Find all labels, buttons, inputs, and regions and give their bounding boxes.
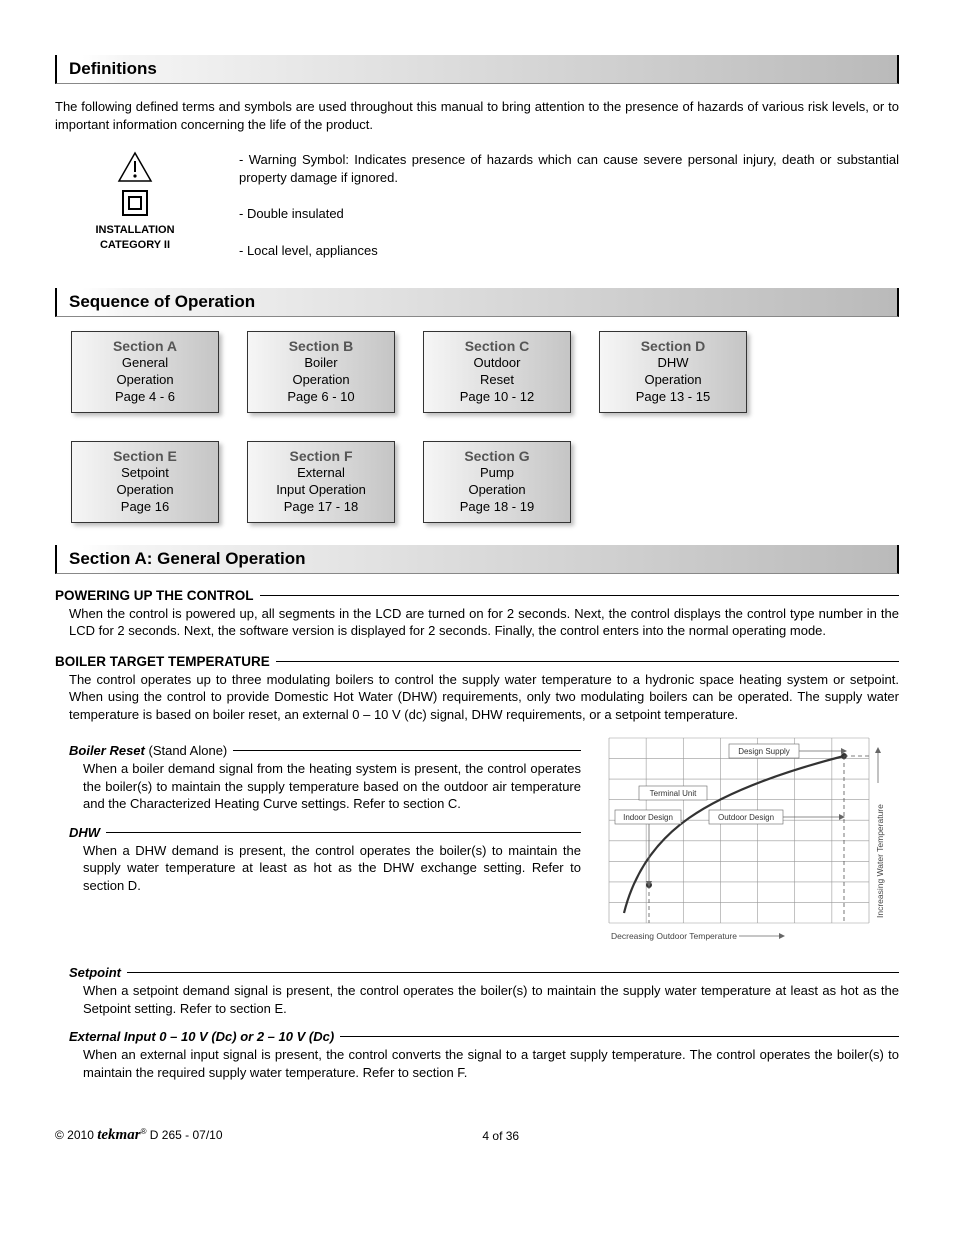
svg-text:Outdoor Design: Outdoor Design xyxy=(718,813,774,822)
section-box-page: Page 6 - 10 xyxy=(252,389,390,406)
section-boxes: Section A General Operation Page 4 - 6 S… xyxy=(71,331,899,523)
section-header-definitions: Definitions xyxy=(55,55,899,84)
svg-text:Terminal Unit: Terminal Unit xyxy=(650,789,697,798)
dhw-heading: DHW xyxy=(69,825,581,840)
reset-text: When a boiler demand signal from the hea… xyxy=(83,760,581,813)
definitions-text: - Warning Symbol: Indicates presence of … xyxy=(239,151,899,278)
target-text: The control operates up to three modulat… xyxy=(69,671,899,724)
rule-line xyxy=(127,972,899,973)
section-box-line1: External xyxy=(252,465,390,482)
section-box-a: Section A General Operation Page 4 - 6 xyxy=(71,331,219,413)
section-box-line1: DHW xyxy=(604,355,742,372)
svg-text:Decreasing Outdoor Temperature: Decreasing Outdoor Temperature xyxy=(611,931,737,941)
section-box-line2: Operation xyxy=(76,372,214,389)
rule-line xyxy=(233,750,581,751)
def-local: - Local level, appliances xyxy=(239,242,899,260)
dhw-text: When a DHW demand is present, the contro… xyxy=(83,842,581,895)
section-box-line2: Operation xyxy=(604,372,742,389)
def-warning: - Warning Symbol: Indicates presence of … xyxy=(239,151,899,187)
section-box-line1: Boiler xyxy=(252,355,390,372)
page-number: 4 of 36 xyxy=(482,1129,519,1143)
svg-text:Design Supply: Design Supply xyxy=(738,747,790,756)
section-box-d: Section D DHW Operation Page 13 - 15 xyxy=(599,331,747,413)
svg-text:Increasing Water Temperature: Increasing Water Temperature xyxy=(875,804,885,918)
ext-heading-text: External Input 0 – 10 V (Dc) or 2 – 10 V… xyxy=(69,1029,334,1044)
heating-curve-chart: Design Supply Terminal Unit Indoor Design O… xyxy=(599,733,899,955)
intro-text: The following defined terms and symbols … xyxy=(55,98,899,133)
section-box-g: Section G Pump Operation Page 18 - 19 xyxy=(423,441,571,523)
section-box-b: Section B Boiler Operation Page 6 - 10 xyxy=(247,331,395,413)
section-header-sequence: Sequence of Operation xyxy=(55,288,899,317)
section-box-line1: General xyxy=(76,355,214,372)
installation-label-1: INSTALLATION xyxy=(55,223,215,238)
setpoint-heading-text: Setpoint xyxy=(69,965,121,980)
section-box-line2: Operation xyxy=(252,372,390,389)
copyright: © 2010 xyxy=(55,1128,94,1142)
section-box-line1: Setpoint xyxy=(76,465,214,482)
doc-id: D 265 - 07/10 xyxy=(146,1128,222,1142)
setpoint-text: When a setpoint demand signal is present… xyxy=(83,982,899,1017)
setpoint-heading: Setpoint xyxy=(69,965,899,980)
section-box-line1: Pump xyxy=(428,465,566,482)
section-box-page: Page 13 - 15 xyxy=(604,389,742,406)
ext-heading: External Input 0 – 10 V (Dc) or 2 – 10 V… xyxy=(69,1029,899,1044)
rule-line xyxy=(276,661,899,662)
icons-column: INSTALLATION CATEGORY II xyxy=(55,151,215,254)
section-box-line2: Reset xyxy=(428,372,566,389)
warning-icon xyxy=(117,151,153,183)
section-box-title: Section D xyxy=(604,337,742,355)
brand-logo: tekmar xyxy=(97,1127,140,1143)
section-box-e: Section E Setpoint Operation Page 16 xyxy=(71,441,219,523)
powering-heading-text: POWERING UP THE CONTROL xyxy=(55,588,254,603)
section-box-title: Section G xyxy=(428,447,566,465)
section-box-title: Section E xyxy=(76,447,214,465)
section-box-page: Page 4 - 6 xyxy=(76,389,214,406)
def-double: - Double insulated xyxy=(239,205,899,223)
installation-label-2: CATEGORY II xyxy=(55,238,215,253)
section-box-line2: Operation xyxy=(76,482,214,499)
section-box-line1: Outdoor xyxy=(428,355,566,372)
section-box-page: Page 17 - 18 xyxy=(252,499,390,516)
svg-text:Indoor Design: Indoor Design xyxy=(623,813,673,822)
section-box-title: Section C xyxy=(428,337,566,355)
section-header-a: Section A: General Operation xyxy=(55,545,899,574)
double-insulated-icon xyxy=(121,189,149,217)
rule-line xyxy=(260,595,899,596)
section-box-title: Section F xyxy=(252,447,390,465)
rule-line xyxy=(106,832,581,833)
section-box-title: Section B xyxy=(252,337,390,355)
target-heading-text: BOILER TARGET TEMPERATURE xyxy=(55,654,270,669)
section-box-c: Section C Outdoor Reset Page 10 - 12 xyxy=(423,331,571,413)
section-box-page: Page 10 - 12 xyxy=(428,389,566,406)
footer-left: © 2010 tekmar® D 265 - 07/10 xyxy=(55,1127,223,1144)
section-box-title: Section A xyxy=(76,337,214,355)
reset-heading-text: Boiler Reset xyxy=(69,743,145,758)
section-box-page: Page 18 - 19 xyxy=(428,499,566,516)
reset-heading-suffix: (Stand Alone) xyxy=(145,743,227,758)
dhw-heading-text: DHW xyxy=(69,825,100,840)
section-box-line2: Input Operation xyxy=(252,482,390,499)
powering-text: When the control is powered up, all segm… xyxy=(69,605,899,640)
target-heading: BOILER TARGET TEMPERATURE xyxy=(55,654,899,669)
section-box-f: Section F External Input Operation Page … xyxy=(247,441,395,523)
section-box-page: Page 16 xyxy=(76,499,214,516)
ext-text: When an external input signal is present… xyxy=(83,1046,899,1081)
reset-heading: Boiler Reset (Stand Alone) xyxy=(69,743,581,758)
section-box-line2: Operation xyxy=(428,482,566,499)
powering-heading: POWERING UP THE CONTROL xyxy=(55,588,899,603)
page-footer: © 2010 tekmar® D 265 - 07/10 4 of 36 xyxy=(55,1127,899,1144)
rule-line xyxy=(340,1036,899,1037)
definitions-row: INSTALLATION CATEGORY II - Warning Symbo… xyxy=(55,151,899,278)
